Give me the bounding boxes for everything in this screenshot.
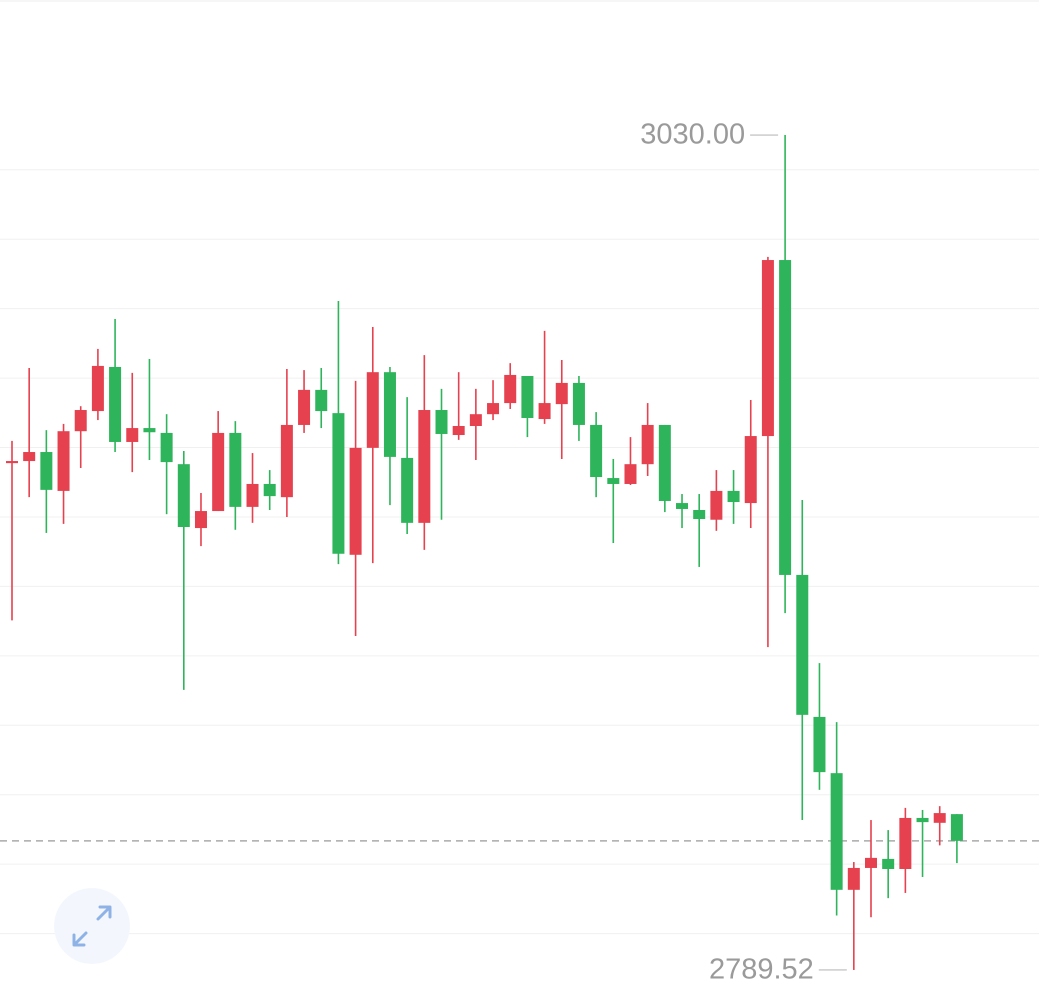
candle-body <box>676 503 689 509</box>
candle-body <box>469 414 482 426</box>
candle-body <box>813 716 826 773</box>
candle-body <box>366 372 379 448</box>
candle-body <box>349 447 362 555</box>
candle-body <box>779 260 792 575</box>
candle-body <box>177 464 190 528</box>
candle-body <box>572 382 585 425</box>
candle-body <box>194 511 207 529</box>
candle-body <box>521 375 534 419</box>
candle-body <box>452 425 465 436</box>
candle-body <box>401 457 414 523</box>
candle-body <box>57 431 70 491</box>
candle-body <box>538 403 551 420</box>
candle-body <box>383 372 396 457</box>
annotation-label: 3030.00 <box>640 119 745 151</box>
candle-body <box>435 410 448 434</box>
candle-body <box>693 510 706 520</box>
candle-body <box>229 432 242 507</box>
expand-button-bg[interactable] <box>54 888 130 964</box>
candle-body <box>710 490 723 520</box>
candle-body <box>40 452 53 490</box>
candle-body <box>6 461 18 464</box>
candle-body <box>555 382 568 405</box>
candle-body <box>212 432 225 512</box>
candle-body <box>865 857 877 868</box>
candle-body <box>23 452 36 462</box>
expand-icon[interactable] <box>72 905 112 947</box>
candle-body <box>126 428 139 442</box>
candle-body <box>607 478 620 484</box>
candle-body <box>590 424 603 478</box>
candle-body <box>899 817 912 869</box>
candle-body <box>658 424 671 501</box>
candle-body <box>263 483 276 497</box>
candle-body <box>882 858 895 869</box>
expand-button[interactable] <box>54 888 130 964</box>
candle-body <box>160 432 173 463</box>
candle-body <box>624 464 637 484</box>
candle-body <box>744 436 757 504</box>
candle-body <box>847 867 860 890</box>
candle-body <box>280 424 293 498</box>
candle-body <box>641 424 654 465</box>
candle-body <box>91 365 104 412</box>
candle-body <box>74 410 87 432</box>
candle-body <box>332 413 345 554</box>
candle-body <box>143 428 156 433</box>
candle-body <box>727 490 740 503</box>
candle-body <box>796 574 809 715</box>
candle-body <box>298 389 311 425</box>
candle-body <box>315 389 328 412</box>
candle-body <box>109 366 122 442</box>
candle-body <box>933 813 946 823</box>
candle-body <box>418 410 431 523</box>
candle-body <box>916 817 929 823</box>
annotation-label: 2789.52 <box>709 954 814 986</box>
candle-body <box>487 403 500 415</box>
candle-body <box>761 260 774 437</box>
candle-body <box>504 374 517 404</box>
candle-body <box>246 483 259 507</box>
candle-body <box>830 773 843 890</box>
candle-body <box>950 814 963 841</box>
